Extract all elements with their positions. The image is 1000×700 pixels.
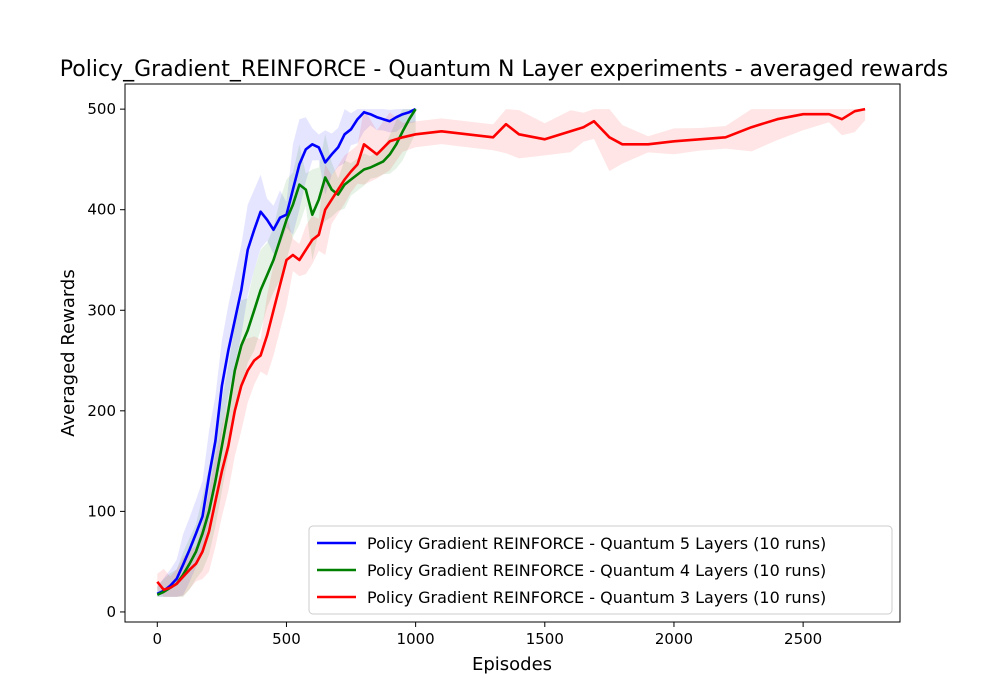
x-tick-label: 2000 — [655, 630, 693, 648]
series-lines — [156, 107, 866, 596]
legend-label-1: Policy Gradient REINFORCE - Quantum 4 La… — [367, 561, 826, 580]
y-axis: 0 100 200 300 400 500 — [87, 100, 125, 621]
y-tick-label: 500 — [87, 100, 116, 118]
legend: Policy Gradient REINFORCE - Quantum 5 La… — [308, 525, 893, 615]
chart-title: Policy_Gradient_REINFORCE - Quantum N La… — [60, 57, 948, 82]
y-tick-label: 300 — [87, 301, 116, 319]
y-tick-label: 400 — [87, 201, 116, 219]
y-tick-label: 0 — [106, 603, 116, 621]
x-tick-label: 1500 — [526, 630, 564, 648]
legend-box — [308, 525, 893, 615]
x-tick-label: 2500 — [784, 630, 822, 648]
x-axis: 0 500 1000 1500 2000 2500 — [153, 622, 822, 648]
series-2-line — [156, 107, 866, 592]
y-tick-label: 200 — [87, 402, 116, 420]
x-tick-label: 0 — [153, 630, 163, 648]
series-0-line — [156, 107, 417, 595]
legend-label-2: Policy Gradient REINFORCE - Quantum 3 La… — [367, 588, 826, 607]
series-1-line — [156, 108, 417, 596]
y-tick-label: 100 — [87, 502, 116, 520]
series-0-band — [157, 109, 416, 597]
legend-label-0: Policy Gradient REINFORCE - Quantum 5 La… — [367, 534, 826, 553]
x-axis-label: Episodes — [472, 654, 552, 675]
y-axis-label: Averaged Rewards — [58, 269, 79, 436]
x-tick-label: 500 — [272, 630, 301, 648]
x-tick-label: 1000 — [397, 630, 435, 648]
